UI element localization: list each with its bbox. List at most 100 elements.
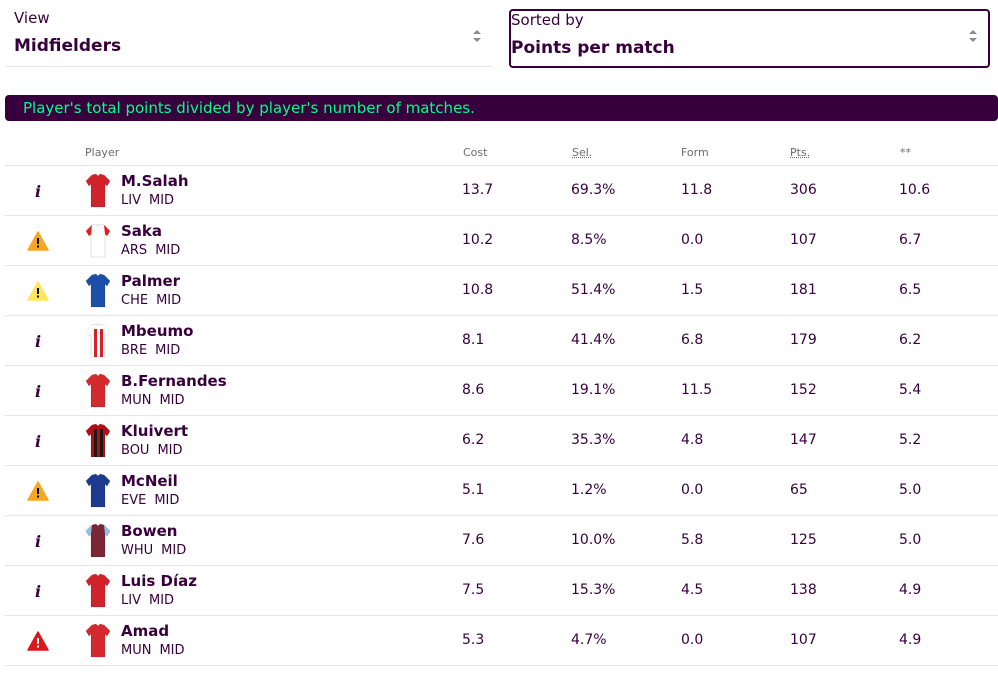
player-team: BRE (121, 343, 148, 358)
warning-yellow-icon[interactable] (27, 280, 49, 302)
points-cell: 125 (790, 532, 817, 548)
points-cell: 306 (790, 182, 817, 198)
brentford-kit-icon (85, 323, 111, 359)
points-cell: 138 (790, 582, 817, 598)
player-position: MID (161, 543, 187, 558)
sort-value: Points per match (511, 38, 675, 58)
warning-red-icon[interactable] (27, 630, 49, 652)
warning-orange-icon[interactable] (27, 230, 49, 252)
cost-cell: 8.6 (462, 382, 485, 398)
col-stat[interactable]: ** (900, 146, 911, 159)
player-position: MID (148, 593, 175, 608)
table-row[interactable]: Palmer CHE MID 10.8 51.4% 1.5 181 6.5 (5, 266, 998, 316)
man-utd-kit-icon (85, 623, 111, 659)
everton-kit-icon (85, 473, 111, 509)
form-cell: 0.0 (681, 232, 704, 248)
table-row[interactable]: McNeil EVE MID 5.1 1.2% 0.0 65 5.0 (5, 466, 998, 516)
col-cost[interactable]: Cost (463, 146, 488, 159)
player-name[interactable]: B.Fernandes (121, 372, 227, 390)
table-row[interactable]: i B.Fernandes MUN MID 8.6 19.1% 11.5 152 5.4 (5, 366, 998, 416)
form-cell: 1.5 (681, 282, 704, 298)
sort-select[interactable]: Sorted by Points per match (509, 9, 990, 68)
info-icon[interactable]: i (34, 581, 42, 601)
player-meta: ARS MID (121, 243, 180, 258)
form-cell: 6.8 (681, 332, 704, 348)
player-position: MID (148, 193, 175, 208)
player-name[interactable]: McNeil (121, 472, 178, 490)
player-name[interactable]: Bowen (121, 522, 178, 540)
player-team: BOU (121, 443, 150, 458)
table-row[interactable]: i M.Salah LIV MID 13.7 69.3% 11.8 306 10.6 (5, 166, 998, 216)
form-cell: 0.0 (681, 632, 704, 648)
player-name[interactable]: Mbeumo (121, 322, 194, 340)
player-name[interactable]: M.Salah (121, 172, 189, 190)
table-row[interactable]: Saka ARS MID 10.2 8.5% 0.0 107 6.7 (5, 216, 998, 266)
player-name[interactable]: Kluivert (121, 422, 189, 440)
table-row[interactable]: i Bowen WHU MID 7.6 10.0% 5.8 125 5.0 (5, 516, 998, 566)
form-cell: 11.5 (681, 382, 713, 398)
info-icon[interactable]: i (34, 431, 42, 451)
player-position: MID (155, 343, 181, 358)
player-position: MID (155, 243, 181, 258)
player-team: WHU (121, 543, 154, 558)
table-header: Player Cost Sel. Form Pts. ** (5, 140, 998, 166)
arsenal-kit-icon (85, 223, 111, 259)
info-icon[interactable]: i (34, 381, 42, 401)
player-team: LIV (121, 193, 141, 208)
col-pts[interactable]: Pts. (790, 146, 811, 159)
man-utd-kit-icon (85, 373, 111, 409)
selected-cell: 51.4% (571, 282, 616, 298)
col-sel[interactable]: Sel. (572, 146, 593, 159)
points-per-match-cell: 4.9 (899, 632, 922, 648)
info-icon[interactable]: i (34, 531, 42, 551)
sort-description-banner: Player's total points divided by player'… (5, 95, 998, 121)
player-position: MID (154, 493, 180, 508)
col-player: Player (85, 146, 120, 159)
points-per-match-cell: 6.2 (899, 332, 922, 348)
form-cell: 4.5 (681, 582, 704, 598)
player-team: MUN (121, 393, 152, 408)
points-per-match-cell: 6.5 (899, 282, 922, 298)
table-row[interactable]: i Luis Díaz LIV MID 7.5 15.3% 4.5 138 4.9 (5, 566, 998, 616)
form-cell: 0.0 (681, 482, 704, 498)
sort-arrows-icon (473, 30, 481, 42)
view-value: Midfielders (14, 36, 122, 56)
form-cell: 11.8 (681, 182, 713, 198)
table-row[interactable]: i Mbeumo BRE MID 8.1 41.4% 6.8 179 6.2 (5, 316, 998, 366)
form-cell: 4.8 (681, 432, 704, 448)
player-name[interactable]: Saka (121, 222, 163, 240)
selected-cell: 35.3% (571, 432, 616, 448)
cost-cell: 10.2 (462, 232, 494, 248)
points-cell: 181 (790, 282, 817, 298)
selected-cell: 8.5% (571, 232, 607, 248)
player-name[interactable]: Palmer (121, 272, 181, 290)
cost-cell: 10.8 (462, 282, 494, 298)
bournemouth-kit-icon (85, 423, 111, 459)
player-position: MID (157, 443, 183, 458)
points-per-match-cell: 5.2 (899, 432, 922, 448)
warning-orange-icon[interactable] (27, 480, 49, 502)
player-name[interactable]: Luis Díaz (121, 572, 197, 590)
west-ham-kit-icon (85, 523, 111, 559)
info-icon[interactable]: i (34, 181, 42, 201)
col-form[interactable]: Form (681, 146, 709, 159)
view-select[interactable]: View Midfielders (6, 0, 492, 67)
view-label: View (14, 9, 50, 27)
chelsea-kit-icon (85, 273, 111, 309)
player-meta: BOU MID (121, 443, 183, 458)
player-meta: MUN MID (121, 393, 185, 408)
points-cell: 179 (790, 332, 817, 348)
points-cell: 107 (790, 232, 817, 248)
player-team: LIV (121, 593, 141, 608)
player-meta: LIV MID (121, 193, 174, 208)
info-icon[interactable]: i (34, 331, 42, 351)
player-name[interactable]: Amad (121, 622, 170, 640)
table-row[interactable]: Amad MUN MID 5.3 4.7% 0.0 107 4.9 (5, 616, 998, 666)
selected-cell: 4.7% (571, 632, 607, 648)
liverpool-kit-icon (85, 573, 111, 609)
player-team: CHE (121, 293, 149, 308)
table-row[interactable]: i Kluivert BOU MID 6.2 35.3% 4.8 147 5.2 (5, 416, 998, 466)
points-cell: 152 (790, 382, 817, 398)
player-meta: MUN MID (121, 643, 185, 658)
points-cell: 147 (790, 432, 817, 448)
